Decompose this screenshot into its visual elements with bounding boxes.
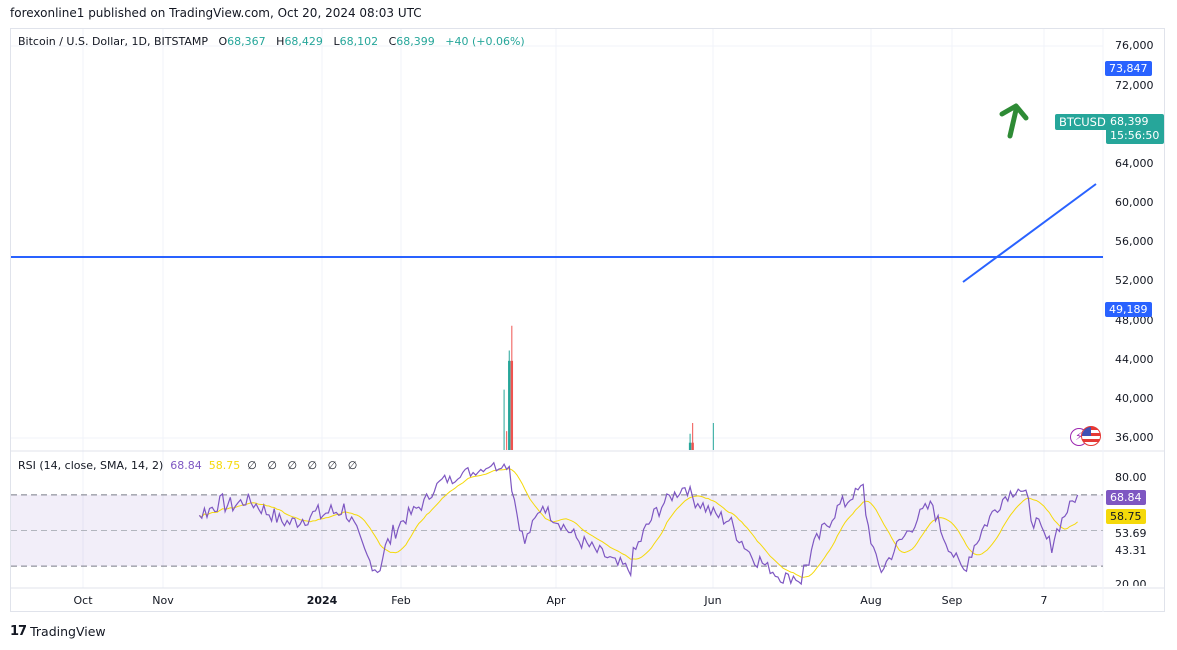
- candle-body: [725, 616, 727, 649]
- rising-trendline: [962, 183, 1097, 283]
- price-tick: 60,000: [1115, 196, 1154, 209]
- time-axis-label: Oct: [73, 594, 93, 607]
- candle-body: [699, 574, 701, 621]
- time-axis-label: Apr: [546, 594, 566, 607]
- price-tick: 56,000: [1115, 235, 1154, 248]
- events-icon[interactable]: ⚡: [1068, 426, 1106, 448]
- rsi-title[interactable]: RSI (14, close, SMA, 14, 2): [18, 459, 164, 472]
- time-axis-label: Jun: [704, 594, 722, 607]
- high-label: H: [276, 35, 285, 48]
- tradingview-logo[interactable]: 17 TradingView: [10, 624, 106, 639]
- empty-value-1: ∅: [267, 459, 277, 472]
- price-tick: 64,000: [1115, 157, 1154, 170]
- rsi-tick: 80.00: [1115, 471, 1147, 484]
- low-value: 68,102: [339, 35, 379, 48]
- candle-body: [681, 591, 683, 650]
- candle-body: [549, 621, 551, 650]
- empty-value-0: ∅: [247, 459, 257, 472]
- candle-body: [547, 621, 549, 650]
- last-price: 68,399: [1110, 115, 1149, 128]
- rsi-value: 68.84: [170, 459, 202, 472]
- price-tick: 36,000: [1115, 431, 1154, 444]
- up-arrow-icon: [999, 103, 1029, 139]
- chart-frame[interactable]: [10, 28, 1165, 612]
- rsi-line: [198, 461, 1079, 586]
- change-value: +40 (+0.06%): [445, 35, 525, 48]
- rsi-tick: 20.00: [1115, 578, 1147, 586]
- close-value: 68,399: [396, 35, 435, 48]
- empty-value-5: ∅: [347, 459, 358, 472]
- symbol-tag: BTCUSD: [1055, 114, 1110, 130]
- time-axis-label: Nov: [152, 594, 174, 607]
- resistance-price-tag: 73,847: [1105, 61, 1152, 76]
- rsi-sma-value: 58.75: [208, 459, 241, 472]
- price-tick: 76,000: [1115, 39, 1154, 52]
- rsi-tick: 53.69: [1115, 527, 1147, 540]
- candle-body: [510, 360, 514, 450]
- high-value: 68,429: [284, 35, 323, 48]
- time-axis-label: 2024: [306, 594, 338, 607]
- candle-body: [697, 574, 699, 647]
- rsi-tick: 43.31: [1115, 544, 1147, 557]
- time-axis-label: Sep: [941, 594, 963, 607]
- rsi-sma-tag: 58.75: [1106, 509, 1146, 524]
- support-price-tag: 49,189: [1105, 302, 1152, 317]
- price-tick: 40,000: [1115, 392, 1154, 405]
- price-tick: 48,000: [1115, 314, 1154, 327]
- symbol-legend: Bitcoin / U.S. Dollar, 1D, BITSTAMP O68,…: [18, 35, 525, 48]
- price-tick: 52,000: [1115, 274, 1154, 287]
- tv-logo-icon: 17: [10, 624, 27, 639]
- rsi-value-tag: 68.84: [1106, 490, 1146, 505]
- price-tick: 44,000: [1115, 353, 1154, 366]
- candle-body: [686, 576, 688, 642]
- candle-body: [691, 442, 694, 450]
- candle-body: [513, 604, 515, 650]
- close-label: C: [388, 35, 397, 48]
- candle-body: [733, 555, 735, 650]
- empty-value-3: ∅: [307, 459, 318, 472]
- empty-value-2: ∅: [287, 459, 298, 472]
- time-axis-label: Aug: [860, 594, 882, 607]
- symbol-title[interactable]: Bitcoin / U.S. Dollar, 1D, BITSTAMP: [18, 35, 208, 48]
- last-price-tag: 68,399 15:56:50: [1106, 114, 1164, 144]
- low-label: L: [333, 35, 340, 48]
- open-value: 68,367: [227, 35, 266, 48]
- candle-body: [688, 442, 692, 450]
- time-axis-label: 7: [1040, 594, 1048, 607]
- time-axis-label: Feb: [391, 594, 411, 607]
- candle-body: [508, 360, 511, 450]
- brand-name: TradingView: [30, 624, 106, 639]
- empty-value-4: ∅: [327, 459, 338, 472]
- us-flag-icon[interactable]: [1081, 426, 1101, 446]
- publisher-line: forexonline1 published on TradingView.co…: [10, 6, 422, 20]
- candle-body: [728, 603, 730, 616]
- open-label: O: [218, 35, 228, 48]
- rsi-legend: RSI (14, close, SMA, 14, 2) 68.84 58.75 …: [18, 459, 357, 472]
- bar-countdown: 15:56:50: [1110, 129, 1160, 142]
- price-tick: 72,000: [1115, 79, 1154, 92]
